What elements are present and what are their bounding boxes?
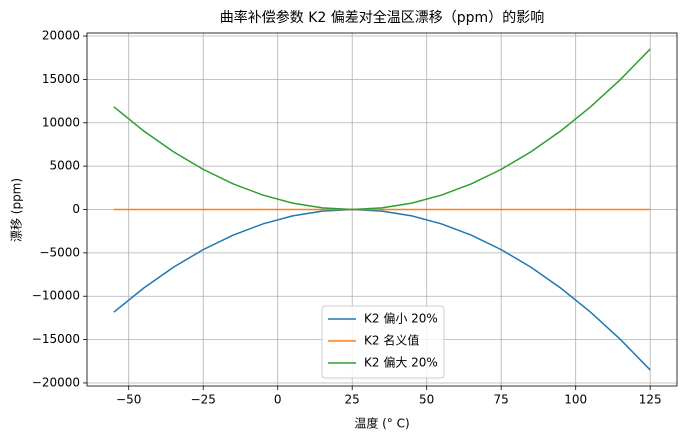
y-tick-label: 20000	[42, 29, 80, 43]
x-tick-label: 0	[274, 393, 282, 407]
y-tick-label: 15000	[42, 72, 80, 86]
y-tick-label: 5000	[49, 159, 80, 173]
y-tick-label: −15000	[32, 332, 80, 346]
x-tick-label: 125	[639, 393, 662, 407]
y-tick-label: 10000	[42, 115, 80, 129]
legend-box	[321, 305, 445, 379]
x-axis-label: 温度 (° C)	[354, 416, 409, 431]
plot-frame	[86, 32, 678, 387]
data-line	[113, 48, 651, 211]
y-tick-label: −5000	[39, 245, 80, 259]
x-tick-label: −25	[191, 393, 216, 407]
legend-label: K2 名义值	[364, 333, 419, 348]
x-tick-label: 50	[419, 393, 434, 407]
chart-title: 曲率补偿参数 K2 偏差对全温区漂移（ppm）的影响	[220, 9, 544, 26]
legend-label: K2 偏小 20%	[364, 311, 438, 326]
y-axis-label: 漂移 (ppm)	[10, 178, 24, 242]
x-tick-label: −50	[116, 393, 141, 407]
x-tick-label: 25	[345, 393, 360, 407]
x-tick-label: 100	[564, 393, 587, 407]
x-tick-label: 75	[494, 393, 509, 407]
data-line	[113, 208, 651, 371]
legend-label: K2 偏大 20%	[364, 355, 438, 370]
y-tick-label: −20000	[32, 375, 80, 389]
y-tick-label: −10000	[32, 289, 80, 303]
y-tick-label: 0	[72, 202, 80, 216]
